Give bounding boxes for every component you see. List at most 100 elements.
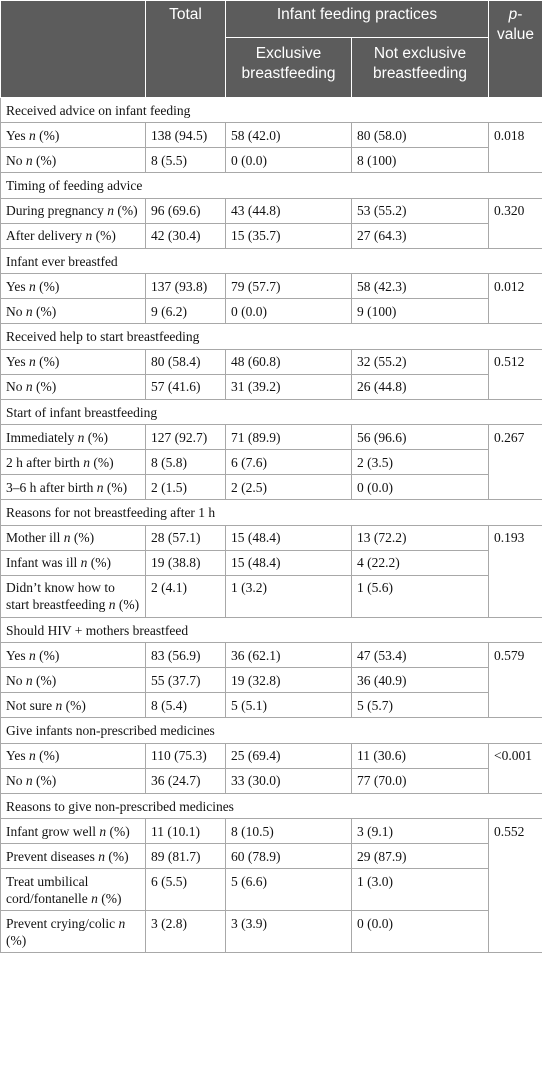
total-cell: 2 (4.1): [145, 574, 226, 618]
not-exclusive-cell: 1 (5.6): [351, 574, 489, 618]
data-row: Infant was ill n (%) 19 (38.8) 15 (48.4) 4 …: [0, 549, 542, 576]
section-title: Reasons for not breastfeeding after 1 h: [0, 499, 542, 526]
data-row: Treat umbilical cord/fontanelle n (%) 6 (…: [0, 868, 542, 911]
exclusive-cell: 5 (5.1): [225, 692, 352, 718]
total-cell: 137 (93.8): [145, 273, 226, 299]
not-exclusive-cell: 29 (87.9): [351, 843, 489, 869]
section-title: Should HIV + mothers breastfeed: [0, 616, 542, 643]
row-label: No n (%): [0, 298, 146, 324]
section-title: Received advice on infant feeding: [0, 96, 542, 123]
section-row: Start of infant breastfeeding: [0, 398, 542, 425]
not-exclusive-cell: 26 (44.8): [351, 373, 489, 400]
table-body: Received advice on infant feeding Yes n (…: [0, 96, 542, 953]
data-row: No n (%) 36 (24.7) 33 (30.0) 77 (70.0): [0, 767, 542, 794]
data-row: 2 h after birth n (%) 8 (5.8) 6 (7.6) 2 (3.…: [0, 449, 542, 475]
not-exclusive-cell: 5 (5.7): [351, 692, 489, 718]
exclusive-cell: 15 (35.7): [225, 222, 352, 249]
row-label: Immediately n (%): [0, 424, 146, 450]
row-label: Yes n (%): [0, 642, 146, 668]
not-exclusive-cell: 53 (55.2): [351, 197, 489, 224]
not-exclusive-cell: 36 (40.9): [351, 667, 489, 693]
not-exclusive-cell: 47 (53.4): [351, 642, 489, 668]
section-row: Received advice on infant feeding: [0, 96, 542, 123]
section-row: Timing of feeding advice: [0, 172, 542, 199]
total-cell: 80 (58.4): [145, 348, 226, 375]
not-exclusive-cell: 0 (0.0): [351, 474, 489, 500]
header-cell: p-value: [488, 0, 542, 98]
exclusive-cell: 31 (39.2): [225, 373, 352, 400]
p-value-cell: 0.579: [488, 642, 542, 718]
total-cell: 42 (30.4): [145, 222, 226, 249]
p-value-cell: 0.267: [488, 424, 542, 500]
total-cell: 2 (1.5): [145, 474, 226, 500]
total-cell: 11 (10.1): [145, 818, 226, 844]
data-row: Not sure n (%) 8 (5.4) 5 (5.1) 5 (5.7): [0, 692, 542, 718]
exclusive-cell: 0 (0.0): [225, 147, 352, 173]
not-exclusive-cell: 8 (100): [351, 147, 489, 173]
section-title: Received help to start breastfeeding: [0, 323, 542, 350]
row-label: Mother ill n (%): [0, 524, 146, 551]
header-cell: Total: [145, 0, 226, 98]
p-value-cell: 0.012: [488, 273, 542, 324]
row-label: Prevent crying/colic n (%): [0, 910, 146, 953]
total-cell: 96 (69.6): [145, 197, 226, 224]
row-label: Infant grow well n (%): [0, 818, 146, 844]
row-label: No n (%): [0, 667, 146, 693]
data-row: Prevent diseases n (%) 89 (81.7) 60 (78.9)…: [0, 843, 542, 869]
row-label: Prevent diseases n (%): [0, 843, 146, 869]
row-label: No n (%): [0, 373, 146, 400]
row-label: Treat umbilical cord/fontanelle n (%): [0, 868, 146, 911]
exclusive-cell: 3 (3.9): [225, 910, 352, 953]
row-label: Yes n (%): [0, 742, 146, 769]
exclusive-cell: 43 (44.8): [225, 197, 352, 224]
data-row: Didn’t know how to start breastfeeding n…: [0, 574, 542, 618]
table-header: Total Infant feeding practices p-value E…: [0, 0, 542, 98]
row-label: Yes n (%): [0, 273, 146, 299]
section-row: Reasons to give non-prescribed medicines: [0, 792, 542, 819]
data-table: Total Infant feeding practices p-value E…: [0, 0, 542, 953]
data-row: Mother ill n (%) 28 (57.1) 15 (48.4) 13 (72…: [0, 524, 542, 618]
p-value-cell: 0.018: [488, 122, 542, 173]
not-exclusive-cell: 0 (0.0): [351, 910, 489, 953]
exclusive-cell: 1 (3.2): [225, 574, 352, 618]
data-row: No n (%) 8 (5.5) 0 (0.0) 8 (100): [0, 147, 542, 173]
p-value-cell: 0.512: [488, 348, 542, 400]
data-row: During pregnancy n (%) 96 (69.6) 43 (44.8)…: [0, 197, 542, 249]
data-row: No n (%) 9 (6.2) 0 (0.0) 9 (100): [0, 298, 542, 324]
total-cell: 89 (81.7): [145, 843, 226, 869]
p-value-cell: 0.552: [488, 818, 542, 953]
not-exclusive-cell: 1 (3.0): [351, 868, 489, 911]
total-cell: 36 (24.7): [145, 767, 226, 794]
total-cell: 138 (94.5): [145, 122, 226, 148]
row-label: Not sure n (%): [0, 692, 146, 718]
section-title: Start of infant breastfeeding: [0, 398, 542, 425]
not-exclusive-cell: 27 (64.3): [351, 222, 489, 249]
not-exclusive-cell: 4 (22.2): [351, 549, 489, 576]
exclusive-cell: 79 (57.7): [225, 273, 352, 299]
total-cell: 8 (5.5): [145, 147, 226, 173]
data-row: No n (%) 57 (41.6) 31 (39.2) 26 (44.8): [0, 373, 542, 400]
row-label: Yes n (%): [0, 348, 146, 375]
total-cell: 57 (41.6): [145, 373, 226, 400]
exclusive-cell: 8 (10.5): [225, 818, 352, 844]
section-row: Infant ever breastfed: [0, 247, 542, 274]
data-row: Yes n (%) 83 (56.9) 36 (62.1) 47 (53.4) 0.57…: [0, 642, 542, 718]
data-row: 3–6 h after birth n (%) 2 (1.5) 2 (2.5) 0 (…: [0, 474, 542, 500]
exclusive-cell: 71 (89.9): [225, 424, 352, 450]
not-exclusive-cell: 77 (70.0): [351, 767, 489, 794]
data-row: After delivery n (%) 42 (30.4) 15 (35.7) 27…: [0, 222, 542, 249]
section-row: Reasons for not breastfeeding after 1 h: [0, 499, 542, 526]
section-title: Give infants non-prescribed medicines: [0, 717, 542, 744]
not-exclusive-cell: 13 (72.2): [351, 524, 489, 551]
exclusive-cell: 48 (60.8): [225, 348, 352, 375]
total-cell: 8 (5.4): [145, 692, 226, 718]
exclusive-cell: 15 (48.4): [225, 549, 352, 576]
row-label: During pregnancy n (%): [0, 197, 146, 224]
not-exclusive-cell: 2 (3.5): [351, 449, 489, 475]
data-row: Prevent crying/colic n (%) 3 (2.8) 3 (3.9)…: [0, 910, 542, 953]
not-exclusive-cell: 3 (9.1): [351, 818, 489, 844]
total-cell: 110 (75.3): [145, 742, 226, 769]
data-row: Yes n (%) 138 (94.5) 58 (42.0) 80 (58.0) 0.0…: [0, 122, 542, 173]
total-cell: 83 (56.9): [145, 642, 226, 668]
not-exclusive-cell: 9 (100): [351, 298, 489, 324]
